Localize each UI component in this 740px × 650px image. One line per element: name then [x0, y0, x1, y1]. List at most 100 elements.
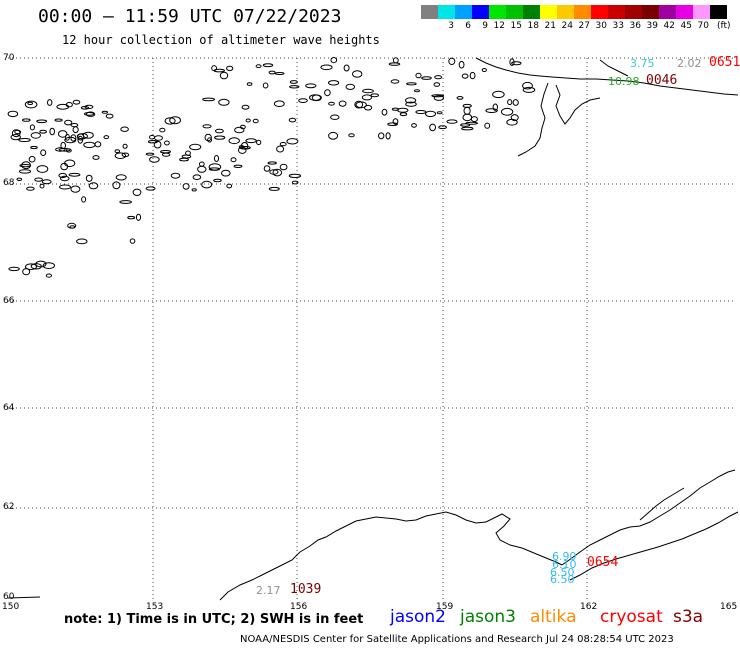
lake-contour: [27, 101, 34, 106]
lake-contour: [279, 163, 288, 171]
lake-contour: [405, 97, 417, 104]
lake-contour: [434, 75, 443, 80]
lake-contour: [485, 108, 498, 113]
legend-swatch: [540, 5, 557, 19]
lake-contour: [64, 159, 76, 168]
lake-contour: [397, 107, 409, 113]
lake-contour: [213, 68, 226, 73]
lake-contour: [83, 112, 95, 116]
lake-contour: [72, 126, 79, 134]
lake-contour: [182, 183, 190, 190]
lake-contour: [197, 165, 207, 173]
legend-labels: 3 6 9 12 15 18 21 24 27 30 33 36 39 42 45 70: [421, 21, 727, 31]
lon-label-150: 150: [2, 602, 20, 612]
lake-contour: [234, 126, 245, 134]
lake-contour: [492, 90, 505, 99]
lake-contour: [256, 139, 262, 146]
lake-contour: [330, 114, 340, 120]
lake-contour: [56, 103, 70, 110]
lake-contour: [160, 150, 171, 154]
footer-note: note: 1) Time is in UTC; 2) SWH is in fe…: [64, 612, 364, 627]
lake-contour: [207, 137, 213, 143]
lake-contour: [415, 110, 427, 114]
lat-label-70: 70: [3, 53, 15, 63]
lake-contour: [208, 167, 220, 171]
lake-contour: [22, 118, 31, 122]
lake-contour: [145, 152, 155, 156]
lake-contour: [70, 134, 77, 142]
lake-contour: [7, 110, 19, 118]
legend-swatch: [642, 5, 659, 19]
lake-contour: [246, 82, 253, 86]
legend-label: 12: [493, 21, 505, 31]
lake-contour: [507, 99, 513, 106]
lake-contour: [129, 238, 136, 244]
lake-contour: [348, 133, 355, 138]
lake-contour: [120, 126, 129, 132]
lake-contour: [112, 181, 121, 190]
legend-label: 21: [544, 21, 556, 31]
lake-contour: [328, 101, 335, 106]
legend-label: 15: [510, 21, 522, 31]
lake-contour: [446, 119, 458, 124]
lake-contour: [460, 123, 471, 127]
legend-label-spacer: [421, 21, 438, 31]
swh-value: 3.75: [630, 57, 655, 70]
lake-contour: [245, 118, 251, 123]
swh-value: 2.02: [677, 57, 702, 70]
credit-line: NOAA/NESDIS Center for Satellite Applica…: [240, 634, 674, 645]
lake-contour: [279, 142, 287, 147]
lake-contour: [411, 123, 417, 128]
lake-contour: [189, 143, 202, 151]
lake-contour: [221, 169, 231, 177]
lake-contour: [64, 119, 73, 126]
lake-contour: [381, 108, 388, 116]
satellite-s3a: s3a: [673, 607, 704, 627]
lake-contour: [121, 152, 130, 158]
lake-contour: [399, 112, 408, 117]
lake-contour: [132, 188, 142, 197]
lake-contour: [484, 122, 491, 129]
lake-contour: [274, 72, 285, 75]
lake-contour: [385, 132, 391, 140]
page-subtitle: 12 hour collection of altimeter wave hei…: [62, 33, 380, 47]
lake-contour: [34, 177, 43, 182]
lake-contour: [114, 149, 121, 154]
lake-contour: [298, 98, 308, 103]
lake-contour: [29, 124, 36, 131]
lake-contour: [268, 70, 276, 75]
lake-contour: [262, 63, 274, 68]
lake-contour: [159, 127, 166, 133]
lake-contour: [54, 118, 63, 122]
lake-contour: [119, 200, 132, 204]
legend-label: 3: [448, 21, 454, 31]
lake-contour: [68, 172, 81, 177]
lake-contour: [378, 132, 385, 140]
lake-contour: [60, 162, 69, 171]
lake-contour: [16, 177, 23, 182]
legend-swatch: [591, 5, 608, 19]
lake-contour: [81, 196, 87, 203]
lake-contour: [39, 129, 47, 134]
lake-contour: [11, 129, 21, 138]
lake-contour: [228, 137, 240, 145]
lake-contour: [268, 186, 280, 191]
lake-contour: [154, 135, 163, 141]
lake-contour: [70, 185, 81, 193]
lake-contour: [343, 64, 350, 72]
lake-contour: [506, 118, 518, 126]
lake-contour: [388, 62, 401, 66]
lon-label-159: 159: [436, 602, 454, 612]
lake-contour: [42, 262, 55, 270]
legend-label: 70: [697, 21, 709, 31]
obs-time: 0046: [646, 73, 678, 88]
legend-label: 6: [465, 21, 471, 31]
lake-contour: [202, 97, 216, 102]
lake-contour: [328, 80, 340, 86]
lake-contour: [92, 155, 100, 160]
lake-contour: [26, 186, 35, 191]
lake-contour: [83, 141, 96, 149]
lake-contour: [272, 168, 283, 177]
legend-label: 18: [527, 21, 539, 31]
lake-contour: [58, 130, 68, 138]
